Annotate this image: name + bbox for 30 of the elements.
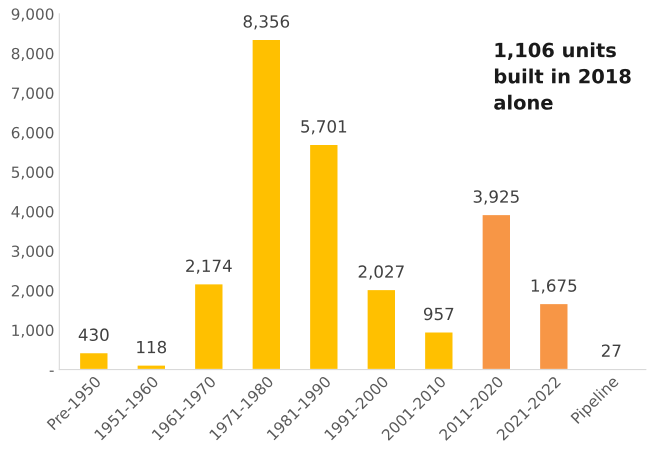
bar	[308, 144, 339, 370]
y-tick-label: 6,000	[12, 126, 54, 140]
data-label: 957	[424, 308, 454, 320]
y-tick-label: 2,000	[12, 285, 54, 298]
y-tick-label: -	[50, 370, 54, 372]
data-label: 2,027	[358, 265, 404, 280]
bar	[194, 282, 224, 370]
y-tick-label: 5,000	[12, 166, 54, 180]
bar	[251, 38, 282, 370]
data-label: 3,925	[474, 190, 519, 205]
data-label: 1,675	[532, 279, 576, 294]
y-tick-label: 7,000	[12, 87, 54, 100]
bar	[366, 288, 396, 370]
bar	[424, 331, 454, 370]
y-tick-label: 8,000	[12, 48, 54, 61]
bar	[78, 352, 109, 370]
y-tick-label: 3,000	[12, 245, 54, 259]
bar	[538, 302, 569, 370]
annotation: 1,106 units built in 2018 alone	[494, 42, 631, 110]
data-label: 27	[602, 344, 620, 357]
data-label: 2,174	[186, 260, 232, 274]
bar	[481, 214, 512, 370]
bar	[136, 364, 166, 370]
data-label: 8,356	[244, 15, 290, 30]
data-label: 430	[78, 328, 109, 342]
data-label: 5,701	[301, 120, 346, 134]
data-label: 118	[137, 340, 166, 354]
y-tick-label: 9,000	[12, 8, 54, 22]
y-tick-label: 4,000	[11, 206, 54, 220]
y-tick-label: 1,000	[12, 324, 54, 338]
